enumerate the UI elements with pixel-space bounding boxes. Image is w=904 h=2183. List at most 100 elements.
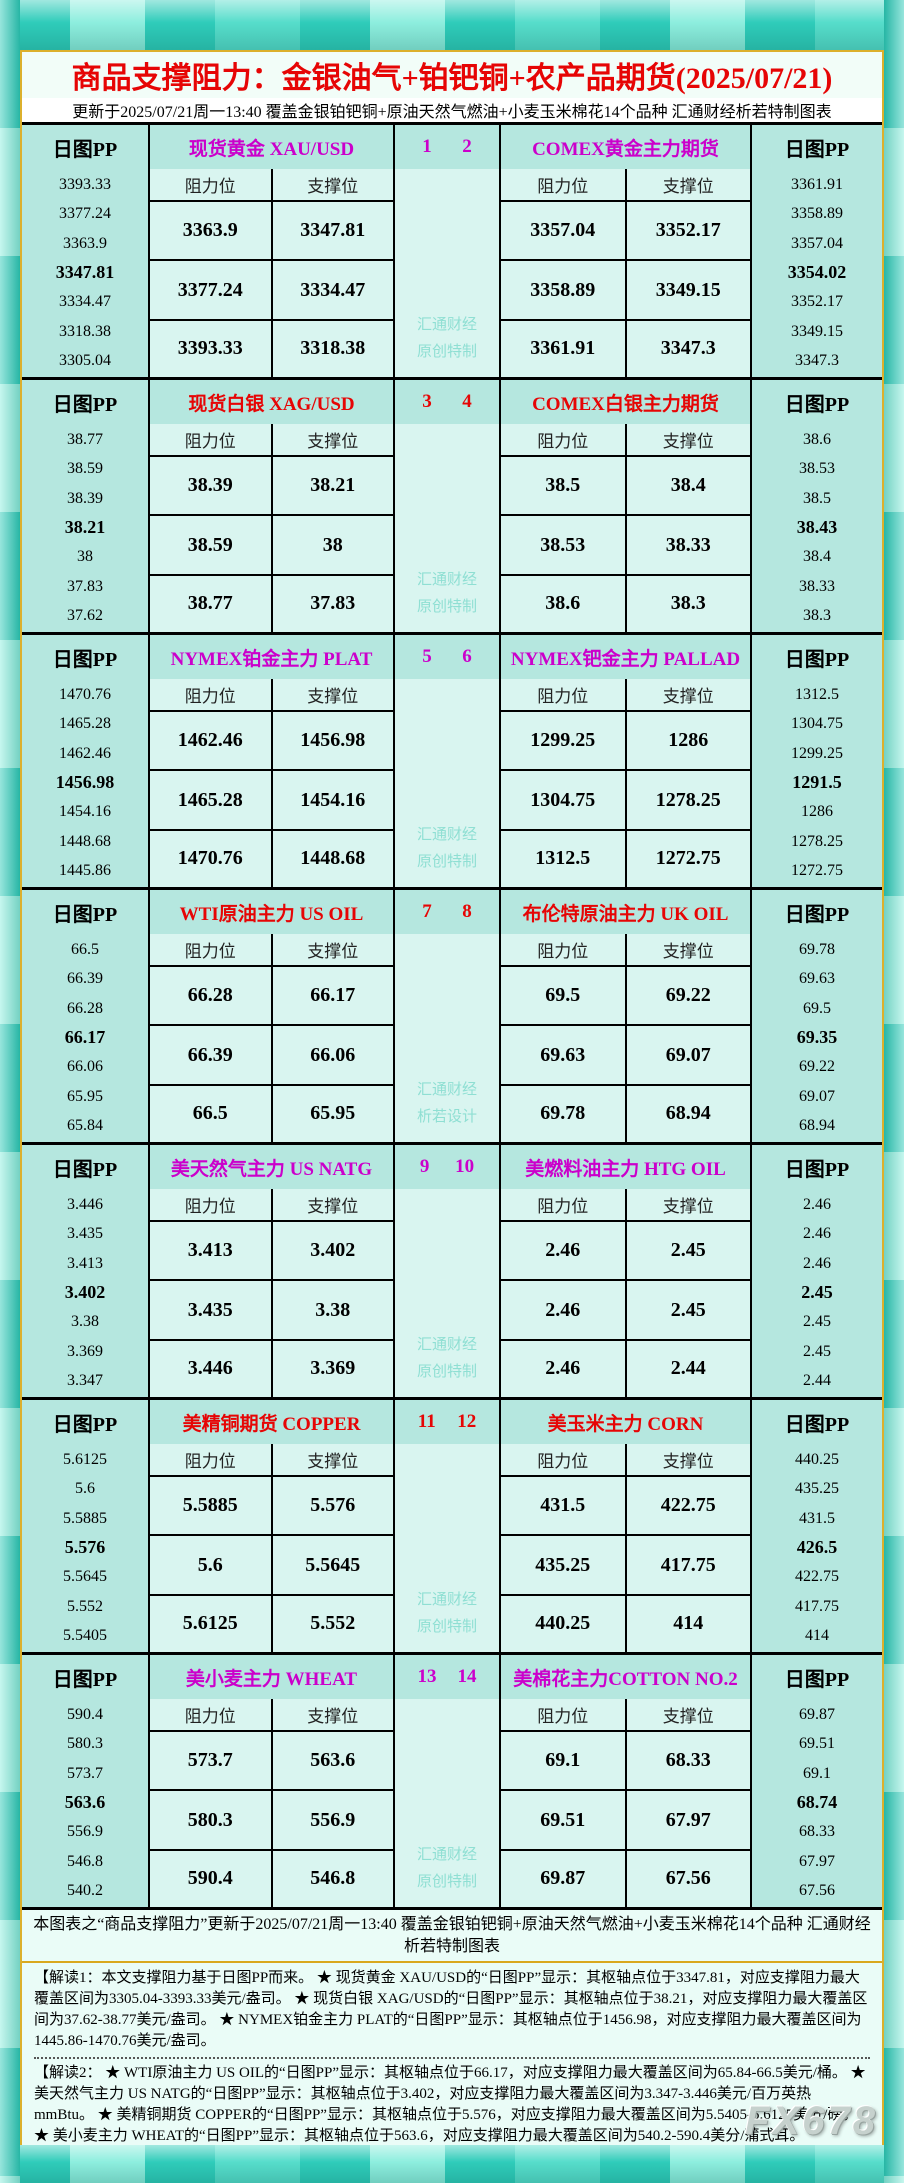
support-value: 1454.16 [270,769,393,831]
support-value: 5.552 [270,1593,393,1652]
resistance-header: 阻力位 [501,424,627,457]
pp-pivot-value: 66.17 [64,1027,106,1048]
panel-index-numbers: 5 6 [395,635,499,679]
pp-value: 435.25 [795,1480,839,1498]
pp-label: 日图PP [52,903,118,926]
support-value: 5.5645 [270,1534,393,1596]
pp-value: 65.84 [67,1117,103,1135]
pp-column-left: 日图PP 38.77 38.59 38.39 38.21 38 37.83 37… [22,380,148,632]
watermark-line: 原创特制 [416,854,477,871]
resistance-value: 1304.75 [501,769,627,831]
pp-value: 1454.16 [59,803,111,821]
pp-value: 1445.86 [59,862,111,880]
support-header: 支撑位 [270,1189,393,1222]
pp-value: 69.87 [799,1705,835,1723]
support-header: 支撑位 [624,1444,750,1477]
pp-column-left: 日图PP 3.446 3.435 3.413 3.402 3.38 3.369 … [22,1145,148,1397]
pp-column-right: 日图PP 1312.5 1304.75 1299.25 1291.5 1286 … [752,635,882,887]
pp-values-left: 66.5 66.39 66.28 66.17 66.06 65.95 65.84 [22,934,148,1142]
pp-column-right: 日图PP 69.78 69.63 69.5 69.35 69.22 69.07 … [752,890,882,1142]
table-column-right: COMEX白银主力期货 阻力位 支撑位 38.5 38.4 38.53 38.3… [499,380,752,632]
pp-value: 422.75 [795,1568,839,1586]
watermark: 汇通财经 原创特制 [395,424,499,632]
pp-values-left: 3.446 3.435 3.413 3.402 3.38 3.369 3.347 [22,1189,148,1397]
panel-index-left: 3 [422,391,432,412]
support-value: 417.75 [624,1534,750,1596]
watermark-line: 汇通财经 [416,571,477,588]
support-header: 支撑位 [270,424,393,457]
panels: 日图PP 3393.33 3377.24 3363.9 3347.81 3334… [22,122,882,1907]
table-body-right: 阻力位 支撑位 69.1 68.33 69.51 67.97 69.87 67.… [501,1699,750,1907]
resistance-value: 590.4 [150,1848,273,1907]
panel-index-right: 10 [455,1156,475,1177]
resistance-value: 38.39 [150,454,273,517]
pp-value: 1462.46 [59,744,111,762]
resistance-header: 阻力位 [150,1699,273,1732]
resistance-header: 阻力位 [150,424,273,457]
support-resistance-table-right: 阻力位 支撑位 69.1 68.33 69.51 67.97 69.87 67.… [501,1699,750,1907]
pp-values-left: 590.4 580.3 573.7 563.6 556.9 546.8 540.… [22,1699,148,1907]
pp-value: 69.51 [799,1735,835,1753]
resistance-value: 3357.04 [501,199,627,262]
resistance-value: 3.413 [150,1219,273,1282]
table-body-left: 阻力位 支撑位 3363.9 3347.81 3377.24 3334.47 3… [150,169,393,377]
pp-value: 38.5 [803,489,831,507]
resistance-value: 69.78 [501,1083,627,1142]
table-column-left: 现货黄金 XAU/USD 阻力位 支撑位 3363.9 3347.81 3377… [148,125,395,377]
resistance-value: 440.25 [501,1593,627,1652]
watermark-line: 汇通财经 [416,1846,477,1863]
watermark-line: 析若设计 [416,1109,477,1126]
pp-value: 431.5 [799,1509,835,1527]
table-body-left: 阻力位 支撑位 38.39 38.21 38.59 38 38.77 37.83 [150,424,393,632]
pp-value: 38.53 [799,460,835,478]
pp-pivot-value: 3.402 [64,1282,106,1303]
pp-value: 3363.9 [63,234,107,252]
panel-index-left: 11 [417,1411,436,1432]
resistance-value: 38.53 [501,514,627,576]
panel-title-right: 布伦特原油主力 UK OIL [522,903,729,925]
support-resistance-table-left: 阻力位 支撑位 3363.9 3347.81 3377.24 3334.47 3… [150,169,393,377]
pp-label: 日图PP [784,903,850,926]
middle-column: 1 2 汇通财经 原创特制 [395,125,499,377]
pp-value: 5.5885 [63,1509,107,1527]
pp-value: 69.5 [803,999,831,1017]
support-value: 67.56 [624,1848,750,1907]
pp-value: 67.56 [799,1882,835,1900]
panel-index-right: 2 [462,136,472,157]
table-column-right: 布伦特原油主力 UK OIL 阻力位 支撑位 69.5 69.22 69.63 … [499,890,752,1142]
pp-pivot-value: 1456.98 [55,772,115,793]
commodity-panel: 日图PP 1470.76 1465.28 1462.46 1456.98 145… [22,632,882,887]
resistance-value: 38.59 [150,514,273,576]
support-value: 546.8 [270,1848,393,1907]
support-resistance-table-left: 阻力位 支撑位 1462.46 1456.98 1465.28 1454.16 … [150,679,393,887]
watermark-line: 原创特制 [416,344,477,361]
support-value: 38.33 [624,514,750,576]
panel-title-right: 美玉米主力 CORN [547,1413,704,1435]
frame-top [0,0,904,50]
middle-column: 11 12 汇通财经 原创特制 [395,1400,499,1652]
resistance-value: 1465.28 [150,769,273,831]
pp-column-left: 日图PP 590.4 580.3 573.7 563.6 556.9 546.8… [22,1655,148,1907]
pp-label: 日图PP [784,1668,850,1691]
resistance-header: 阻力位 [150,679,273,712]
table-body-left: 阻力位 支撑位 573.7 563.6 580.3 556.9 590.4 54… [150,1699,393,1907]
pp-value: 69.22 [799,1058,835,1076]
resistance-value: 38.77 [150,573,273,632]
support-header: 支撑位 [624,424,750,457]
watermark: 汇通财经 原创特制 [395,1444,499,1652]
support-value: 66.17 [270,964,393,1027]
pp-pivot-value: 3354.02 [787,262,847,283]
pp-value: 69.07 [799,1087,835,1105]
support-value: 3.38 [270,1279,393,1341]
pp-value: 3318.38 [59,322,111,340]
support-value: 66.06 [270,1024,393,1086]
pp-column-left: 日图PP 3393.33 3377.24 3363.9 3347.81 3334… [22,125,148,377]
pp-value: 38.4 [803,548,831,566]
support-resistance-table-left: 阻力位 支撑位 66.28 66.17 66.39 66.06 66.5 65.… [150,934,393,1142]
support-value: 1286 [624,709,750,772]
pp-label: 日图PP [784,648,850,671]
pp-label: 日图PP [52,648,118,671]
support-value: 3347.81 [270,199,393,262]
pp-label: 日图PP [784,393,850,416]
